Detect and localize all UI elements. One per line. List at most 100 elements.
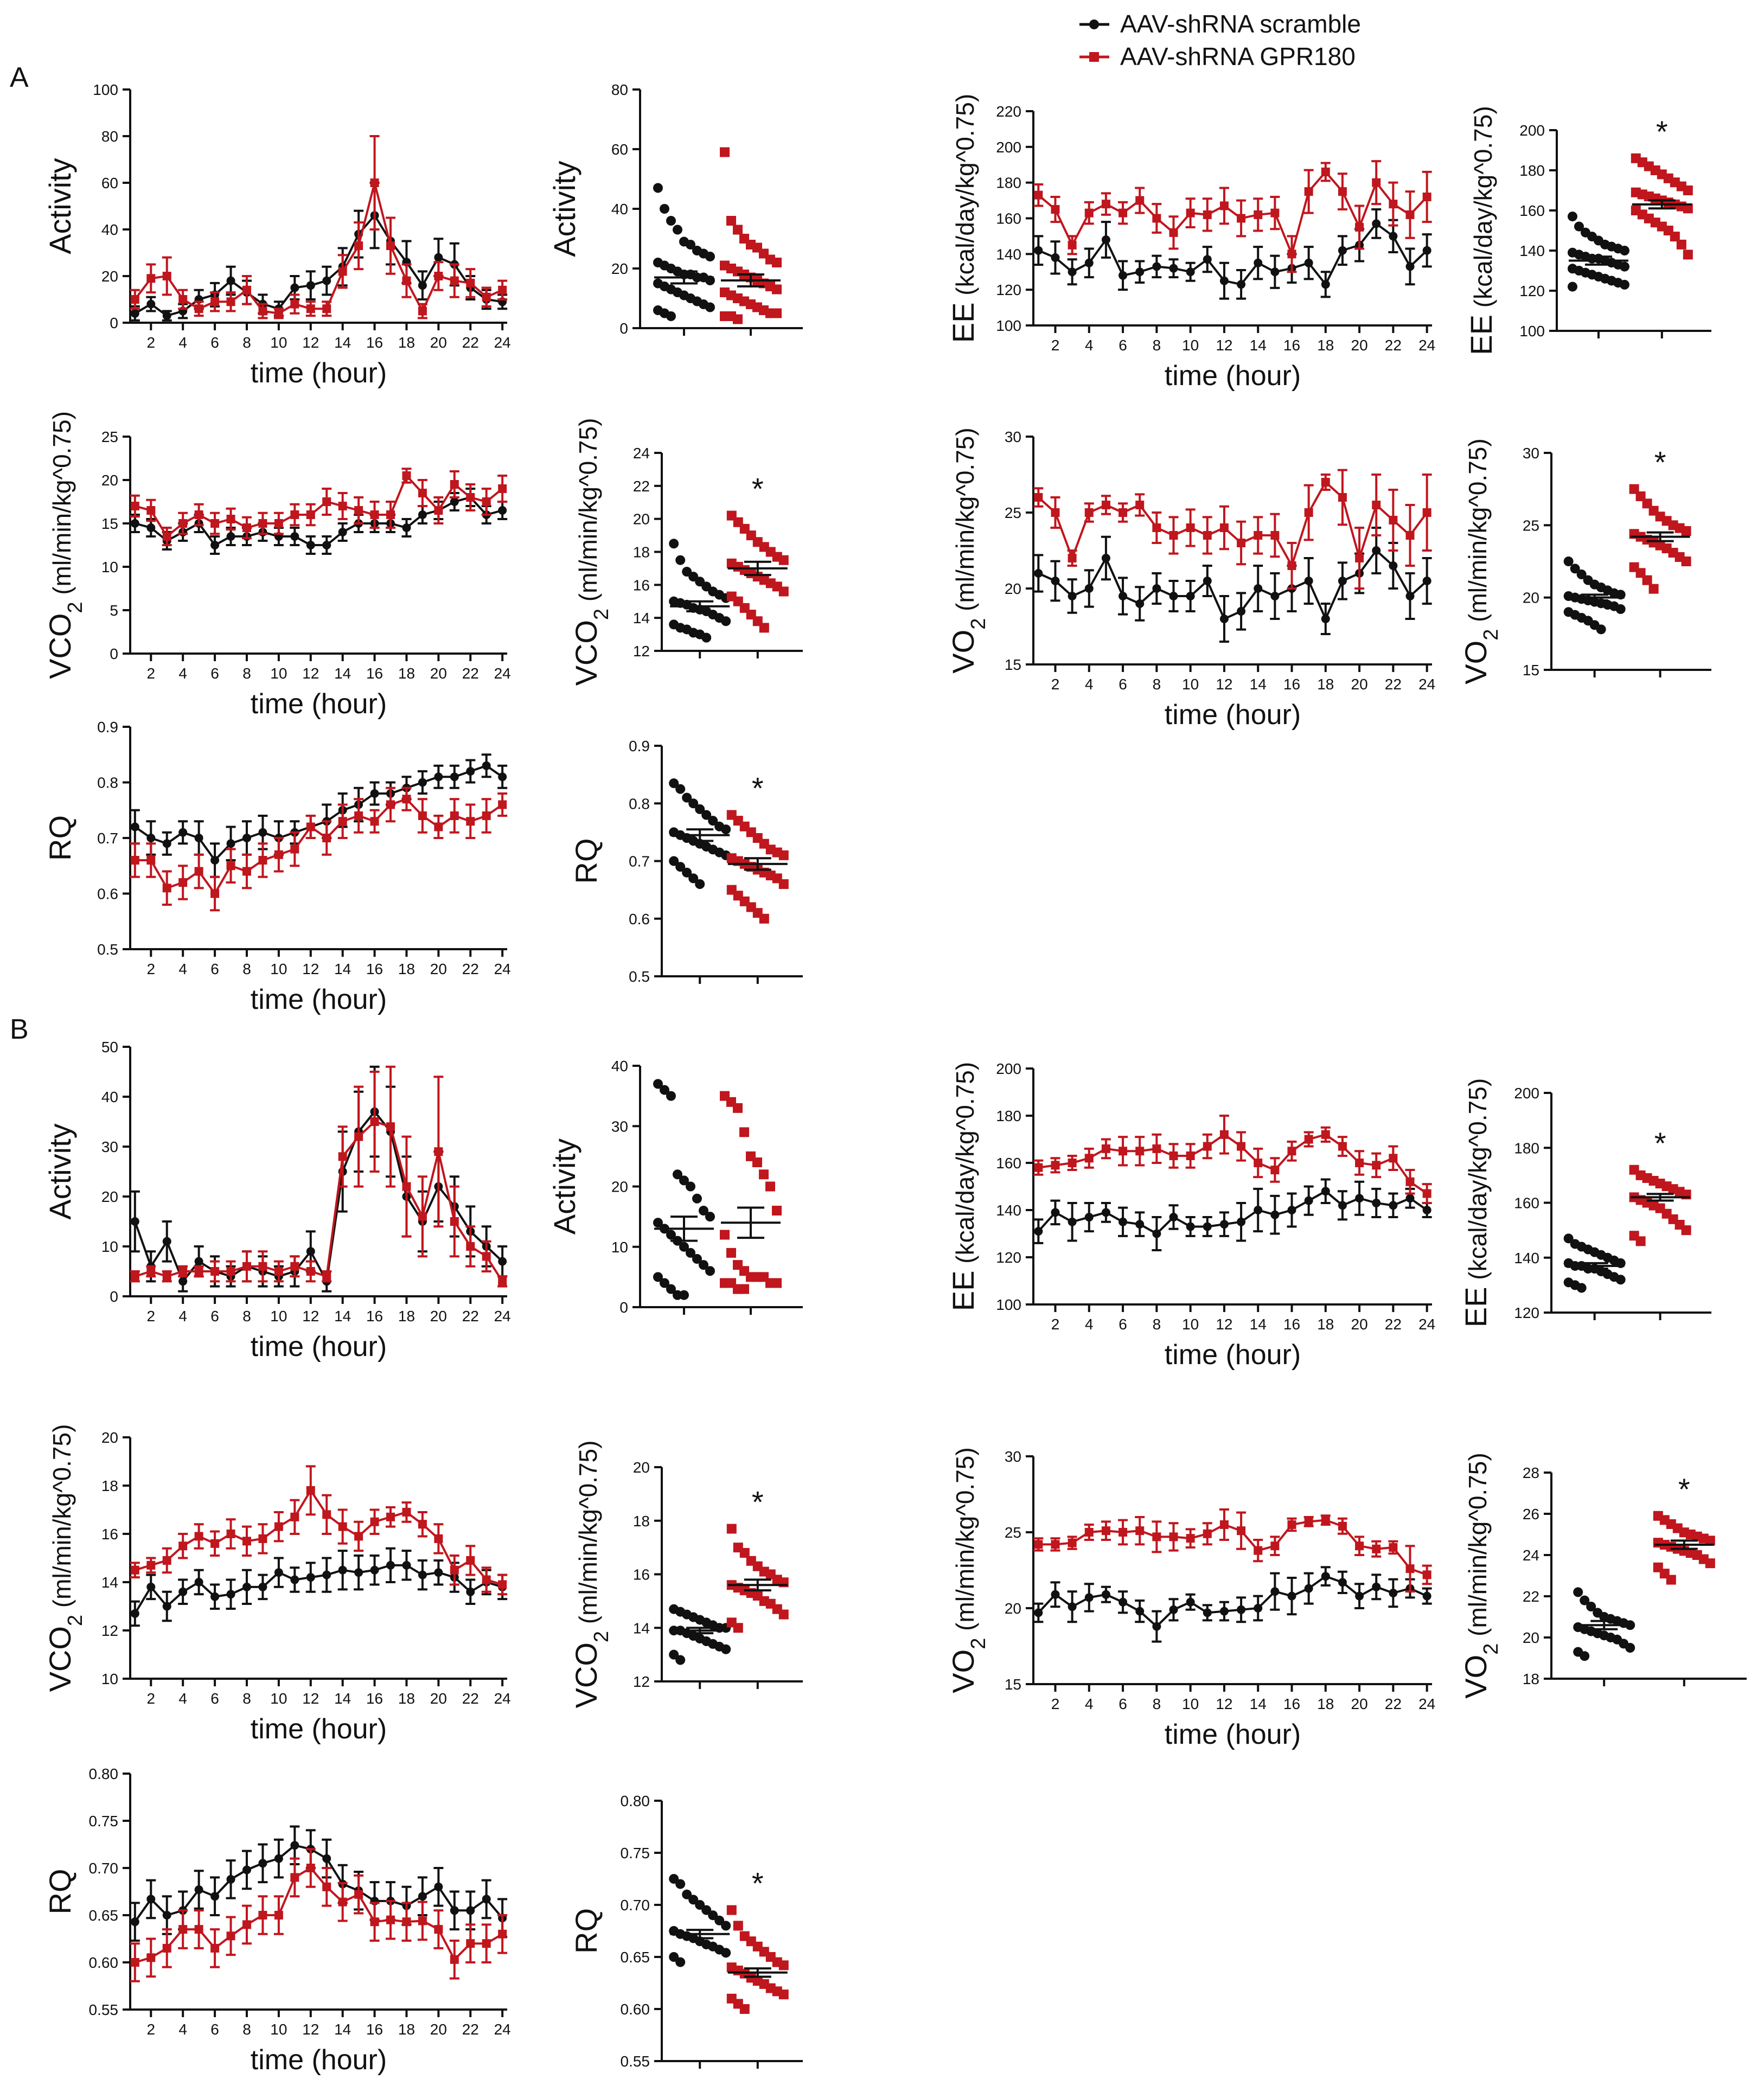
data-point [1203, 1608, 1212, 1617]
y-tick-label: 180 [996, 1108, 1021, 1124]
y-tick-label: 140 [996, 246, 1021, 263]
series-scramble [130, 1065, 508, 1293]
x-tick-label: 4 [178, 2021, 187, 2038]
data-point [1186, 1222, 1195, 1231]
data-point [162, 839, 171, 848]
data-point [1254, 210, 1263, 219]
y-axis-title: RQ [43, 815, 77, 861]
y-tick-label: 18 [633, 1513, 650, 1530]
data-point [759, 1169, 769, 1180]
data-point [226, 1267, 235, 1276]
x-tick-label: 6 [1119, 676, 1127, 693]
y-axis-title: VCO2 (ml/min/kg^0.75) [569, 1441, 613, 1709]
data-point [1119, 1597, 1128, 1607]
data-point [1169, 1605, 1178, 1614]
data-point [434, 822, 443, 831]
data-point [482, 811, 491, 820]
chart-A-ee-scatter: 100 120 140 160 180 200 EE (kcal/day/kg^0.75) * [1464, 106, 1711, 355]
data-point [194, 1925, 203, 1934]
data-point [1152, 1229, 1161, 1238]
data-point [1237, 1605, 1246, 1614]
data-point [1068, 592, 1077, 600]
y-tick-label: 160 [996, 210, 1021, 227]
data-point [721, 1921, 731, 1931]
data-point [1169, 592, 1178, 600]
group-scramble [1567, 212, 1629, 292]
y-axis-title-main: VO [1459, 1655, 1493, 1699]
x-tick-label: 12 [302, 665, 319, 682]
data-point [242, 523, 251, 532]
data-point [1567, 212, 1577, 222]
data-point [274, 1522, 283, 1531]
data-point [290, 510, 299, 519]
chart-B-rq-scatter: 0.55 0.60 0.65 0.70 0.75 0.80 RQ * [569, 1793, 803, 2070]
data-point [1219, 276, 1229, 285]
data-point [354, 1532, 363, 1541]
x-tick-label: 18 [398, 665, 415, 682]
data-point [1619, 261, 1629, 272]
series-line [135, 797, 503, 896]
y-tick-label: 200 [1519, 122, 1545, 139]
x-tick-label: 18 [1317, 676, 1334, 693]
data-point [1152, 1144, 1161, 1153]
data-point [258, 519, 267, 528]
data-point [778, 1989, 789, 2000]
x-tick-label: 14 [334, 1690, 351, 1707]
data-point [666, 1091, 676, 1101]
x-tick-label: 16 [366, 334, 383, 351]
data-point [306, 1247, 315, 1256]
x-tick-label: 18 [1317, 337, 1334, 354]
data-point [1270, 1541, 1280, 1551]
y-axis-title-subscript: 2 [64, 1615, 87, 1626]
data-point [1355, 1541, 1364, 1551]
data-point [130, 519, 139, 528]
data-point [482, 761, 491, 770]
data-point [1169, 1532, 1178, 1541]
data-point [498, 506, 507, 515]
y-axis-title: VCO2 (ml/min/kg^0.75) [569, 418, 613, 686]
data-point [402, 471, 411, 480]
data-point [1287, 1206, 1296, 1214]
data-point [466, 817, 475, 826]
data-point [1101, 1526, 1110, 1536]
y-tick-label: 20 [101, 268, 118, 285]
significance-star: * [1654, 1126, 1666, 1160]
data-point [322, 1570, 331, 1579]
y-tick-label: 220 [996, 103, 1021, 120]
y-tick-label: 20 [1523, 1629, 1539, 1646]
series-scramble [1033, 1178, 1432, 1251]
x-tick-label: 20 [430, 1308, 447, 1325]
data-point [130, 502, 139, 510]
data-point [1119, 592, 1128, 600]
data-point [1119, 271, 1128, 280]
data-point [162, 1602, 171, 1611]
data-point [146, 274, 156, 283]
data-point [146, 506, 156, 515]
data-point [1422, 246, 1431, 255]
data-point [1563, 1233, 1574, 1244]
data-point [1152, 1622, 1161, 1631]
x-tick-label: 22 [462, 961, 479, 977]
data-point [1304, 1584, 1313, 1593]
data-point [306, 1864, 315, 1872]
x-axis-title: time (hour) [251, 1713, 387, 1745]
data-point [194, 1257, 203, 1266]
data-point [1576, 1283, 1587, 1293]
data-point [322, 304, 331, 314]
data-point [258, 1582, 267, 1591]
data-point [1135, 267, 1145, 277]
data-point [778, 586, 789, 597]
data-point [705, 1266, 715, 1276]
data-point [675, 1957, 686, 1967]
data-point [1237, 1217, 1246, 1226]
data-point [1203, 210, 1212, 219]
x-axis-title: time (hour) [251, 688, 387, 720]
x-tick-label: 10 [270, 961, 287, 977]
x-tick-label: 4 [1085, 1696, 1094, 1712]
series-gpr180 [130, 1065, 508, 1288]
data-point [306, 281, 315, 290]
data-point [1219, 1607, 1229, 1616]
y-tick-label: 100 [996, 1296, 1021, 1313]
